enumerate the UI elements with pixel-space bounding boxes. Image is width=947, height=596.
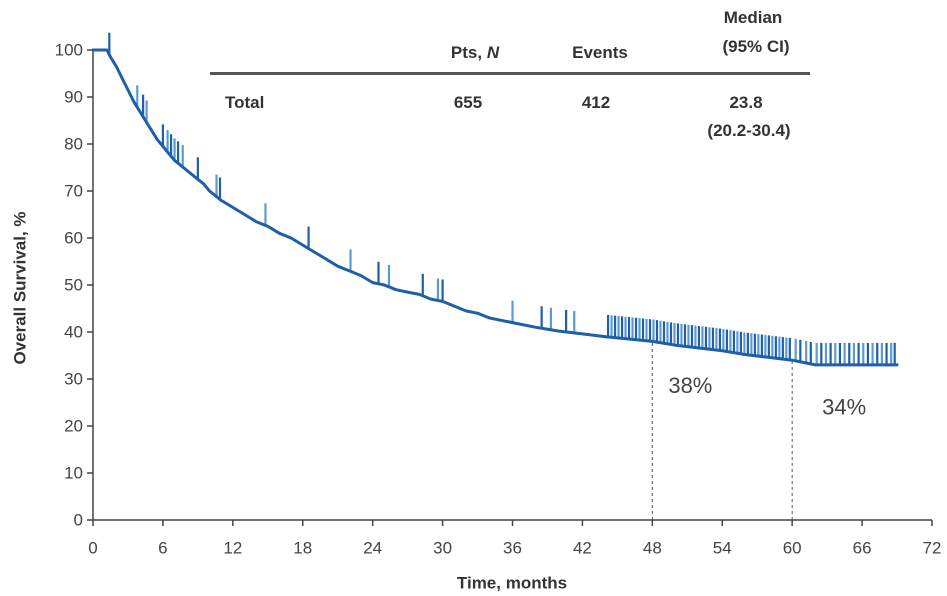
x-tick-label: 30	[433, 539, 452, 558]
x-axis-ticks: 0 6 12 18 24 30 36 42 48 54 60 66 72	[88, 520, 941, 558]
x-tick-label: 48	[643, 539, 662, 558]
y-tick-label: 90	[64, 88, 83, 107]
annotation-labels: 38% 34%	[668, 373, 866, 420]
y-tick-label: 80	[64, 135, 83, 154]
x-tick-label: 66	[853, 539, 872, 558]
table-divider	[210, 72, 810, 75]
header-pts-label: Pts,	[450, 43, 483, 62]
x-tick-label: 54	[713, 539, 732, 558]
y-tick-label: 70	[64, 182, 83, 201]
y-tick-label: 20	[64, 417, 83, 436]
header-pts-n: N	[486, 43, 500, 62]
header-median: Median	[723, 8, 783, 27]
row-median: 23.8	[729, 93, 763, 112]
x-axis-title: Time, months	[457, 574, 567, 593]
x-tick-label: 42	[573, 539, 592, 558]
survival-curve-group	[91, 48, 899, 367]
y-tick-label: 10	[64, 464, 83, 483]
row-pts: 655	[453, 93, 483, 112]
header-median-ci: (95% CI)	[722, 37, 790, 56]
y-tick-label: 50	[64, 276, 83, 295]
y-tick-label: 0	[74, 511, 83, 530]
survival-curve	[91, 48, 899, 367]
survival-rate-label: 38%	[668, 373, 712, 398]
y-tick-label: 30	[64, 370, 83, 389]
y-tick-label: 40	[64, 323, 83, 342]
y-axis-ticks: 0 10 20 30 40 50 60 70 80 90 100	[55, 41, 93, 530]
row-label: Total	[225, 93, 265, 112]
row-ci: (20.2-30.4)	[707, 121, 791, 140]
censor-marks	[108, 32, 896, 365]
header-events: Events	[572, 43, 628, 62]
x-tick-label: 60	[783, 539, 802, 558]
y-axis-title: Overall Survival, %	[11, 211, 30, 364]
reference-lines	[651, 341, 793, 520]
x-tick-label: 36	[503, 539, 522, 558]
x-tick-label: 72	[923, 539, 942, 558]
x-tick-label: 0	[88, 539, 97, 558]
header-pts: Pts, N	[405, 43, 545, 63]
y-tick-label: 60	[64, 229, 83, 248]
survival-rate-label: 34%	[822, 395, 866, 420]
row-events: 412	[581, 93, 611, 112]
x-tick-label: 24	[363, 539, 382, 558]
y-tick-label: 100	[55, 41, 83, 60]
x-tick-label: 18	[293, 539, 312, 558]
x-tick-label: 12	[223, 539, 242, 558]
x-tick-label: 6	[158, 539, 167, 558]
